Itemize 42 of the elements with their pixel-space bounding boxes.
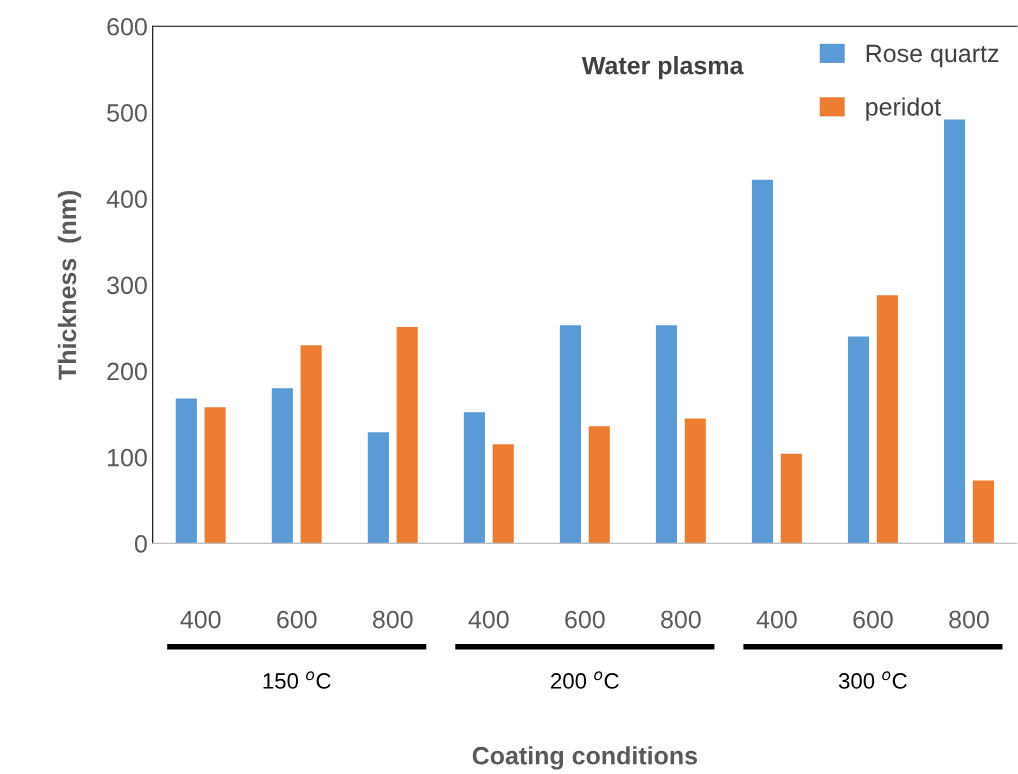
text: Water plasma <box>581 56 744 80</box>
x-tick-label: 400 <box>468 610 509 629</box>
y-tick-label: 600 <box>107 17 147 36</box>
bar <box>492 444 514 544</box>
bar <box>751 179 774 544</box>
x-tick-label: 800 <box>661 610 701 629</box>
bar <box>300 345 322 544</box>
bar <box>175 398 197 544</box>
bar <box>876 295 898 544</box>
x-axis-title: Coating conditions <box>472 746 698 770</box>
bar <box>684 418 706 544</box>
bar <box>972 480 994 544</box>
text: 200 $^{o}$C <box>551 671 619 689</box>
x-tick-label: 800 <box>373 610 413 629</box>
bar <box>204 407 226 544</box>
y-tick-label: 100 <box>108 448 147 467</box>
x-tick-label: 400 <box>756 610 797 629</box>
legend-label: peridot <box>866 97 941 121</box>
x-tick-label: 600 <box>277 610 317 629</box>
x-tick-label: 600 <box>565 610 605 629</box>
y-axis-title: Thickness (nm) <box>57 190 82 380</box>
bar <box>271 388 293 544</box>
legend-label: Rose quartz <box>866 44 999 68</box>
y-tick-label: 500 <box>107 104 147 122</box>
x-tick-label: 600 <box>853 610 893 629</box>
y-tick-label: 0 <box>134 534 147 553</box>
x-tick-label: 400 <box>180 610 221 629</box>
bar <box>780 453 802 544</box>
bar <box>367 432 389 544</box>
bar <box>588 426 610 544</box>
text: 150 $^{o}$C <box>263 671 331 689</box>
y-tick-label: 400 <box>106 190 147 208</box>
bar <box>655 325 678 544</box>
y-tick-label: 200 <box>107 362 147 381</box>
bar <box>396 327 418 544</box>
x-tick-label: 800 <box>949 610 989 629</box>
text: 300 $^{o}$C <box>838 671 907 689</box>
bar <box>559 325 581 544</box>
bar <box>463 412 485 544</box>
bar <box>847 336 870 544</box>
bar <box>944 119 966 544</box>
y-tick-label: 300 <box>107 276 147 295</box>
